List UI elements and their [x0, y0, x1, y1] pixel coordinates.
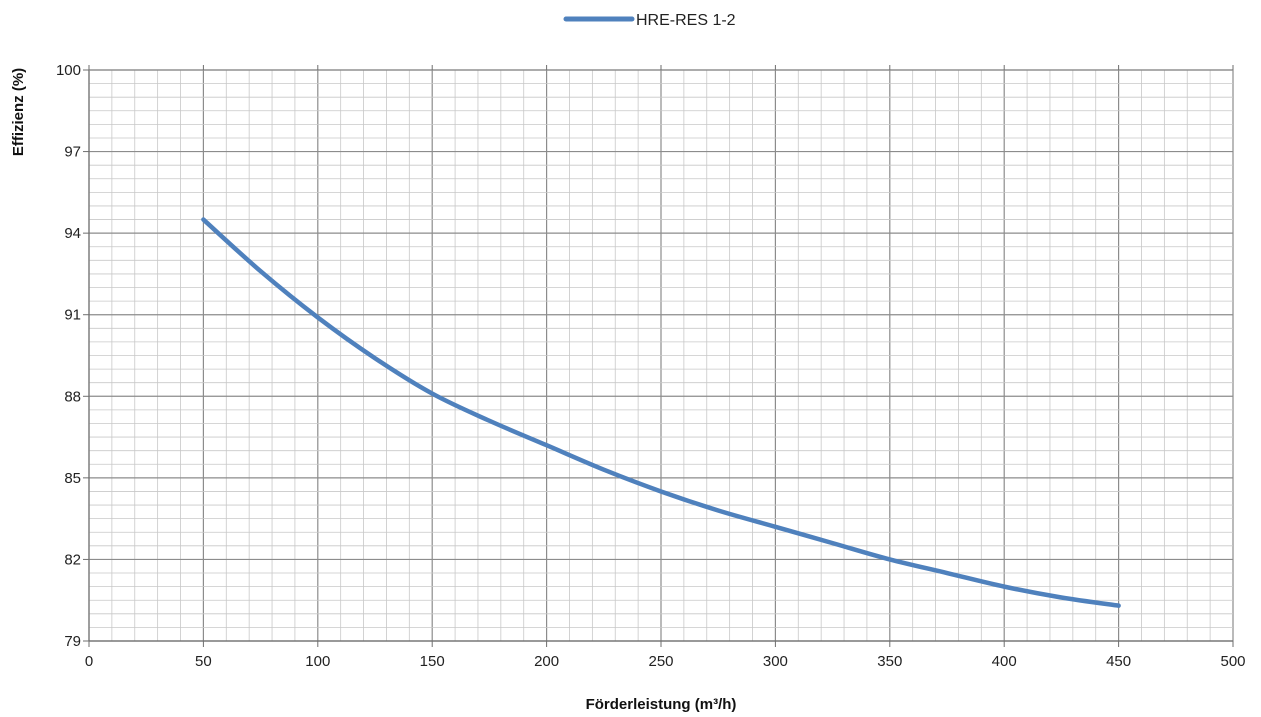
grid [89, 70, 1233, 641]
y-tick-label: 100 [56, 62, 81, 79]
x-tick-label: 0 [85, 653, 93, 670]
legend-label: HRE-RES 1-2 [636, 12, 736, 29]
y-tick-label: 88 [64, 388, 81, 405]
tick-labels: 0 50 100 150 200 250 300 350 400 450 500 79 82 85 88 91… [56, 62, 1246, 670]
y-tick-label: 91 [64, 307, 81, 324]
x-tick-label: 300 [763, 653, 788, 670]
x-tick-label: 200 [534, 653, 559, 670]
x-tick-label: 450 [1106, 653, 1131, 670]
y-tick-label: 85 [64, 470, 81, 487]
x-tick-label: 150 [420, 653, 445, 670]
y-axis-title: Effizienz (%) [10, 68, 27, 156]
x-tick-label: 50 [195, 653, 212, 670]
x-tick-label: 250 [648, 653, 673, 670]
y-tick-label: 94 [64, 225, 81, 242]
legend: HRE-RES 1-2 [566, 12, 736, 29]
y-tick-label: 82 [64, 551, 81, 568]
x-tick-label: 100 [305, 653, 330, 670]
x-tick-label: 400 [992, 653, 1017, 670]
x-axis-title: Förderleistung (m³/h) [586, 696, 737, 713]
x-tick-label: 500 [1220, 653, 1245, 670]
x-tick-label: 350 [877, 653, 902, 670]
y-tick-label: 79 [64, 633, 81, 650]
y-tick-label: 97 [64, 144, 81, 161]
